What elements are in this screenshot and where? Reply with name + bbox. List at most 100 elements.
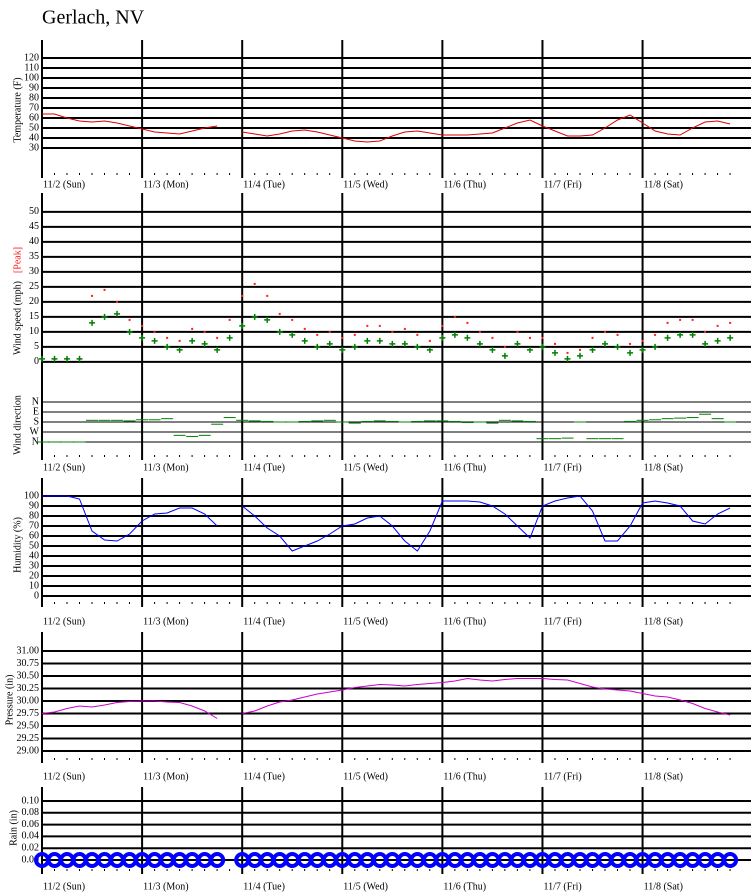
peak-marker: [691, 318, 694, 321]
peak-marker: [729, 321, 732, 324]
x-tick-label: 11/3 (Mon): [143, 616, 188, 627]
peak-marker: [416, 333, 419, 336]
x-tick-label: 11/5 (Wed): [343, 616, 388, 627]
avg-marker: [351, 343, 358, 350]
peak-marker: [629, 342, 632, 345]
avg-marker: [276, 328, 283, 335]
y-axis-title: Wind speed (mph): [12, 281, 23, 355]
y-tick-label: 40: [29, 236, 39, 247]
peak-marker: [604, 330, 607, 333]
y-tick-label: 29.75: [17, 708, 40, 719]
y-tick-label: 90: [29, 82, 39, 93]
rain-marker: [209, 852, 226, 869]
y-tick-label: 45: [29, 221, 39, 232]
x-tick-label: 11/6 (Thu): [443, 771, 486, 782]
y2-tick-label: E: [33, 406, 39, 417]
y-tick-label: 5: [34, 341, 39, 352]
avg-marker: [564, 355, 571, 362]
peak-marker: [503, 345, 506, 348]
peak-marker: [666, 321, 669, 324]
y-tick-label: 90: [29, 500, 39, 511]
y-axis-title: Rain (in): [8, 810, 19, 846]
x-tick-label: 11/6 (Thu): [443, 616, 486, 627]
y-axis-title: Pressure (in): [4, 675, 15, 726]
avg-marker: [264, 316, 271, 323]
avg-marker: [51, 355, 58, 362]
avg-marker: [501, 352, 508, 359]
x-tick-label: 11/8 (Sat): [644, 771, 683, 782]
y2-tick-label: N: [32, 396, 39, 407]
y-tick-label: 110: [24, 62, 39, 73]
peak-marker: [266, 294, 269, 297]
peak-marker: [253, 282, 256, 285]
avg-marker: [714, 337, 721, 344]
avg-marker: [489, 346, 496, 353]
avg-marker: [539, 343, 546, 350]
x-tick-label: 11/5 (Wed): [343, 462, 388, 473]
x-tick-label: 11/5 (Wed): [343, 881, 388, 892]
avg-marker: [364, 337, 371, 344]
avg-marker: [189, 337, 196, 344]
peak-marker: [378, 324, 381, 327]
avg-marker: [389, 340, 396, 347]
data-line: [41, 677, 731, 719]
y-tick-label: 60: [29, 530, 39, 541]
avg-marker: [664, 334, 671, 341]
peak-marker: [528, 336, 531, 339]
x-tick-label: 11/7 (Fri): [543, 771, 581, 782]
y-tick-label: 29.00: [17, 745, 40, 756]
x-tick-label: 11/4 (Tue): [243, 771, 285, 782]
rain-marker: [722, 852, 739, 869]
avg-marker: [376, 337, 383, 344]
x-tick-label: 11/4 (Tue): [243, 616, 285, 627]
avg-marker: [414, 343, 421, 350]
peak-marker: [103, 288, 106, 291]
peak-marker: [216, 336, 219, 339]
avg-marker: [64, 355, 71, 362]
avg-marker: [251, 313, 258, 320]
avg-marker: [652, 343, 659, 350]
peak-marker: [316, 333, 319, 336]
peak-marker: [178, 339, 181, 342]
y-tick-label: 40: [29, 132, 39, 143]
avg-marker: [339, 346, 346, 353]
x-tick-label: 11/5 (Wed): [343, 179, 388, 190]
y-tick-label: 120: [24, 52, 39, 63]
avg-marker: [126, 328, 133, 335]
y-tick-label: 31.00: [17, 645, 40, 656]
peak-marker: [153, 330, 156, 333]
peak-marker: [466, 321, 469, 324]
y-tick-label: 50: [29, 206, 39, 217]
avg-marker: [677, 331, 684, 338]
x-tick-label: 11/2 (Sun): [43, 462, 85, 473]
peak-marker: [366, 324, 369, 327]
x-tick-label: 11/4 (Tue): [243, 462, 285, 473]
avg-marker: [589, 346, 596, 353]
avg-marker: [76, 355, 83, 362]
peak-marker: [679, 318, 682, 321]
y-tick-label: 0.08: [22, 807, 40, 818]
peak-marker: [541, 336, 544, 339]
peak-marker: [203, 330, 206, 333]
y-tick-label: 100: [24, 490, 39, 501]
avg-marker: [639, 346, 646, 353]
peak-marker: [128, 318, 131, 321]
y-tick-label: 15: [29, 311, 39, 322]
avg-marker: [451, 331, 458, 338]
y-tick-label: 70: [29, 102, 39, 113]
peak-marker: [654, 333, 657, 336]
peak-marker: [191, 327, 194, 330]
peak-marker: [491, 336, 494, 339]
y-tick-label: 30.00: [17, 695, 40, 706]
peak-marker: [278, 312, 281, 315]
x-tick-label: 11/2 (Sun): [43, 179, 85, 190]
x-tick-label: 11/6 (Thu): [443, 179, 486, 190]
avg-marker: [226, 334, 233, 341]
y-tick-label: 80: [29, 510, 39, 521]
avg-marker: [702, 340, 709, 347]
y-tick-label: 0: [34, 590, 39, 601]
y-tick-label: 10: [29, 580, 39, 591]
peak-marker: [516, 330, 519, 333]
chart-title: Gerlach, NV: [42, 7, 145, 29]
avg-marker: [164, 343, 171, 350]
